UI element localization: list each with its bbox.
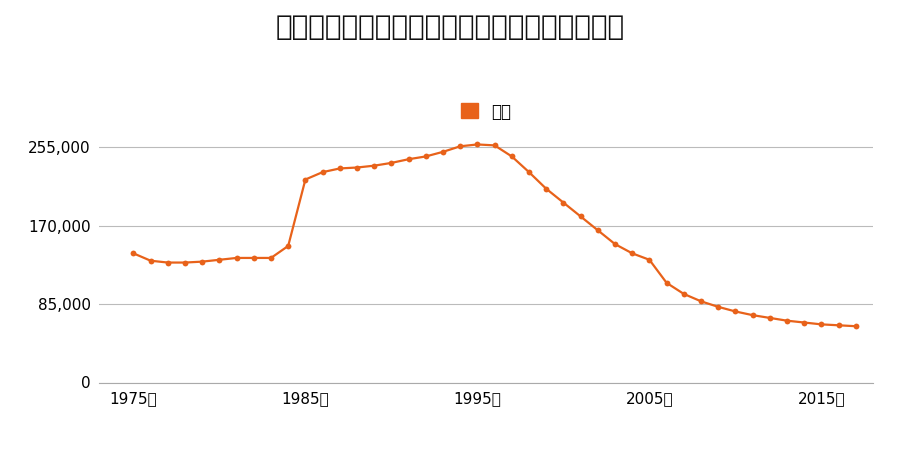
Text: 山形県米沢市門東町３丁目９７１番の地価推移: 山形県米沢市門東町３丁目９７１番の地価推移 <box>275 14 625 41</box>
Legend: 価格: 価格 <box>454 96 518 127</box>
